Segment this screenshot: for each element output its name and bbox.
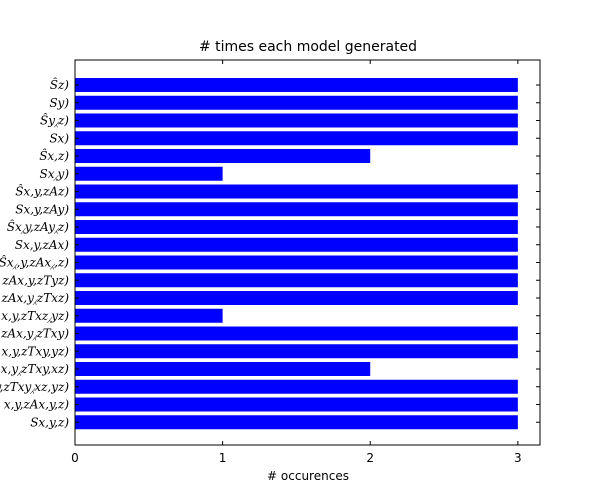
category-label: Ŝy⁁z) xyxy=(40,112,69,128)
bars-group xyxy=(75,78,518,430)
category-label: Sx) xyxy=(49,131,69,145)
category-label: zAx,y⁁zTxz) xyxy=(1,291,70,305)
category-label: Ŝx,y,zAz) xyxy=(15,183,69,199)
category-label: Ŝx⁁y,zAy⁁z) xyxy=(7,218,70,234)
x-axis-group: 0 1 2 3 xyxy=(71,60,540,465)
x-tick-label: 0 xyxy=(71,451,79,465)
bar xyxy=(75,237,518,252)
category-label: x,y,zTxy,yz) xyxy=(2,344,70,358)
bar xyxy=(75,273,518,288)
category-label: x,y,zAx,y,z) xyxy=(4,398,69,412)
bar xyxy=(75,415,518,430)
category-label: Ŝz) xyxy=(50,76,70,92)
category-label: zAx,y⁁zTxy) xyxy=(0,327,69,341)
category-label: Sy) xyxy=(49,96,69,110)
bar xyxy=(75,202,518,217)
chart-title: # times each model generated xyxy=(199,39,417,55)
category-label: Ŝx,z) xyxy=(39,147,69,163)
category-label: Ŝx⁁,y,zAx⁁,z) xyxy=(0,254,69,270)
bar xyxy=(75,113,518,128)
bar xyxy=(75,291,518,305)
bar xyxy=(75,220,518,234)
bar xyxy=(75,308,223,323)
x-axis-label: # occurences xyxy=(267,469,349,483)
plot-frame xyxy=(74,59,541,446)
bar xyxy=(75,255,518,270)
bar xyxy=(75,95,518,110)
category-label: y,zTxy⁁xz,yz) xyxy=(0,380,69,394)
x-tick-label: 3 xyxy=(514,451,522,465)
category-label: Sx,y,zAy) xyxy=(15,202,69,216)
bar xyxy=(75,326,518,341)
bar xyxy=(75,362,371,376)
bar xyxy=(75,379,518,394)
x-tick-label: 1 xyxy=(219,451,227,465)
bar xyxy=(75,166,223,181)
bar xyxy=(75,149,371,163)
bar xyxy=(75,78,518,92)
category-label: Sx,y,zAx) xyxy=(15,238,70,252)
category-label: zAx,y,zTyz) xyxy=(1,273,69,287)
bar xyxy=(75,184,518,199)
category-labels-group: Ŝz) Sy) Ŝy⁁z) Sx) Ŝx,z) Sx⁁y) Ŝx,y,zAz) Sx,y,zA… xyxy=(0,76,69,429)
category-label: Sx,y,z) xyxy=(30,415,69,429)
bar xyxy=(75,397,518,412)
category-label: Sx⁁y) xyxy=(40,167,70,181)
category-label: x,y,zTxz⁁yz) xyxy=(1,309,69,323)
bar xyxy=(75,131,518,146)
x-tick-label: 2 xyxy=(366,451,374,465)
category-label: x,y⁁zTxy,xz) xyxy=(1,362,70,376)
bar xyxy=(75,344,518,359)
